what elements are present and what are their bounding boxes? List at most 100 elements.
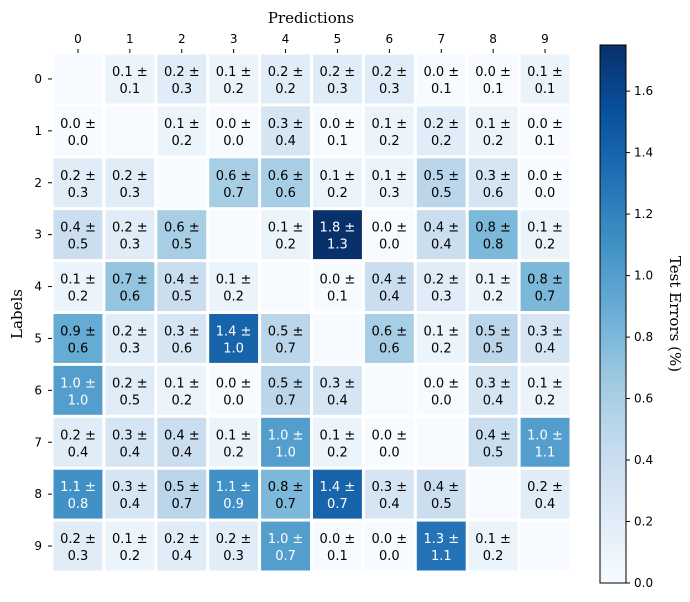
cell-label-std-4-5: 0.1: [327, 290, 348, 305]
heatmap-cell-3-9: [520, 210, 570, 260]
heatmap-cell-2-3: [209, 158, 259, 208]
cell-label-std-8-9: 0.4: [535, 497, 556, 512]
cell-label-std-0-8: 0.1: [483, 82, 504, 97]
cell-label-std-2-8: 0.6: [483, 186, 504, 201]
cell-label-mean-0-7: 0.0 ±: [423, 65, 459, 80]
cell-label-mean-0-6: 0.2 ±: [371, 65, 407, 80]
heatmap-cell-5-8: [468, 314, 518, 363]
cell-label-std-0-7: 0.1: [431, 82, 452, 97]
heatmap-cell-5-3: [209, 314, 259, 363]
cell-label-mean-6-4: 0.5 ±: [268, 376, 304, 391]
heatmap-cell-3-4: [261, 210, 310, 260]
heatmap-cell-2-0: [53, 158, 103, 208]
cell-label-std-9-1: 0.2: [119, 549, 140, 564]
heatmap-cell-8-2: [157, 469, 207, 519]
cell-label-mean-6-1: 0.2 ±: [112, 376, 148, 391]
cell-label-mean-6-7: 0.0 ±: [423, 376, 459, 391]
heatmap-cell-5-9: [520, 314, 570, 363]
heatmap-cell-7-9: [520, 417, 570, 467]
cell-label-mean-0-5: 0.2 ±: [320, 65, 356, 80]
heatmap-cell-2-9: [520, 158, 570, 208]
cell-label-std-1-2: 0.2: [171, 134, 192, 149]
cell-label-mean-2-8: 0.3 ±: [475, 169, 511, 184]
cell-label-std-1-4: 0.4: [275, 134, 296, 149]
heatmap-cell-7-3: [209, 417, 259, 467]
cell-label-std-5-2: 0.6: [171, 341, 192, 356]
heatmap-cell-6-2: [157, 365, 207, 415]
cell-label-std-2-9: 0.0: [535, 186, 556, 201]
cell-label-std-5-6: 0.6: [379, 341, 400, 356]
heatmap-cell-0-7: [416, 54, 466, 104]
heatmap-cell-9-7: [416, 521, 466, 571]
heatmap-cell-7-7: [416, 417, 466, 467]
heatmap-cell-8-3: [209, 469, 259, 519]
cell-label-mean-7-0: 0.2 ±: [60, 428, 96, 443]
cell-label-mean-9-5: 0.0 ±: [320, 532, 356, 547]
cell-label-std-4-8: 0.2: [483, 290, 504, 305]
cell-label-std-3-1: 0.3: [119, 238, 140, 253]
heatmap-cell-7-1: [105, 417, 155, 467]
cell-label-mean-7-3: 0.1 ±: [216, 428, 252, 443]
heatmap-cell-8-7: [416, 469, 466, 519]
cell-label-mean-4-1: 0.7 ±: [112, 273, 148, 288]
cell-label-mean-8-1: 0.3 ±: [112, 480, 148, 495]
colorbar-tick-label-0.0: 0.0: [634, 576, 653, 590]
cell-label-std-5-9: 0.4: [535, 341, 556, 356]
y-tick-label-8: 8: [34, 487, 42, 501]
heatmap-cell-8-1: [105, 469, 155, 519]
heatmap-cell-7-0: [53, 417, 103, 467]
cell-label-mean-0-2: 0.2 ±: [164, 65, 200, 80]
heatmap-cell-7-2: [157, 417, 207, 467]
heatmap-cell-3-3: [209, 210, 259, 260]
cell-label-mean-9-6: 0.0 ±: [371, 532, 407, 547]
cell-label-std-4-7: 0.3: [431, 290, 452, 305]
cell-label-mean-0-9: 0.1 ±: [527, 65, 563, 80]
cell-label-std-1-0: 0.0: [68, 134, 89, 149]
cell-label-std-1-5: 0.1: [327, 134, 348, 149]
cell-label-std-7-4: 1.0: [275, 445, 296, 460]
heatmap-cell-9-0: [53, 521, 103, 571]
cell-label-mean-4-6: 0.4 ±: [371, 273, 407, 288]
cell-label-std-5-3: 1.0: [223, 341, 244, 356]
colorbar-title: Test Errors (%): [666, 256, 684, 372]
cell-label-mean-2-7: 0.5 ±: [423, 169, 459, 184]
cell-label-std-7-5: 0.2: [327, 445, 348, 460]
cell-label-std-1-6: 0.2: [379, 134, 400, 149]
heatmap-cell-6-7: [416, 365, 466, 415]
cell-label-mean-5-8: 0.5 ±: [475, 324, 511, 339]
cell-label-std-2-7: 0.5: [431, 186, 452, 201]
cell-label-mean-8-6: 0.3 ±: [371, 480, 407, 495]
cell-label-std-5-4: 0.7: [275, 341, 296, 356]
cell-label-std-0-4: 0.2: [275, 82, 296, 97]
cell-label-std-7-0: 0.4: [68, 445, 89, 460]
y-tick-label-6: 6: [34, 383, 42, 397]
heatmap-cell-0-2: [157, 54, 207, 104]
cell-label-mean-3-8: 0.8 ±: [475, 221, 511, 236]
x-tick-label-5: 5: [334, 32, 342, 46]
y-tick-label-0: 0: [34, 72, 42, 86]
cell-label-mean-2-9: 0.0 ±: [527, 169, 563, 184]
cell-label-std-2-5: 0.2: [327, 186, 348, 201]
y-tick-label-3: 3: [34, 228, 42, 242]
heatmap-cell-8-8: [468, 469, 518, 519]
cell-label-mean-4-2: 0.4 ±: [164, 273, 200, 288]
y-tick-label-4: 4: [34, 280, 42, 294]
cell-label-mean-2-5: 0.1 ±: [320, 169, 356, 184]
colorbar-tick-label-0.2: 0.2: [634, 515, 653, 529]
cell-label-std-7-1: 0.4: [119, 445, 140, 460]
y-tick-label-9: 9: [34, 539, 42, 553]
heatmap-cell-4-0: [53, 262, 103, 311]
x-tick-label-1: 1: [126, 32, 134, 46]
y-tick-labels: 0 1 2 3 4 5 6 7 8 9: [34, 72, 52, 553]
cell-label-std-7-3: 0.2: [223, 445, 244, 460]
x-tick-label-8: 8: [489, 32, 497, 46]
heatmap-cell-0-5: [313, 54, 362, 104]
heatmap-cell-9-1: [105, 521, 155, 571]
cell-label-mean-8-2: 0.5 ±: [164, 480, 200, 495]
cell-label-mean-9-1: 0.1 ±: [112, 532, 148, 547]
cell-label-mean-3-7: 0.4 ±: [423, 221, 459, 236]
heatmap-cell-5-0: [53, 314, 103, 363]
colorbar-tick-labels: 0.0 0.2 0.4 0.6 0.8 1.0 1.2 1.4 1.6: [626, 84, 653, 590]
colorbar-tick-label-1.2: 1.2: [634, 207, 653, 221]
cell-label-std-9-8: 0.2: [483, 549, 504, 564]
